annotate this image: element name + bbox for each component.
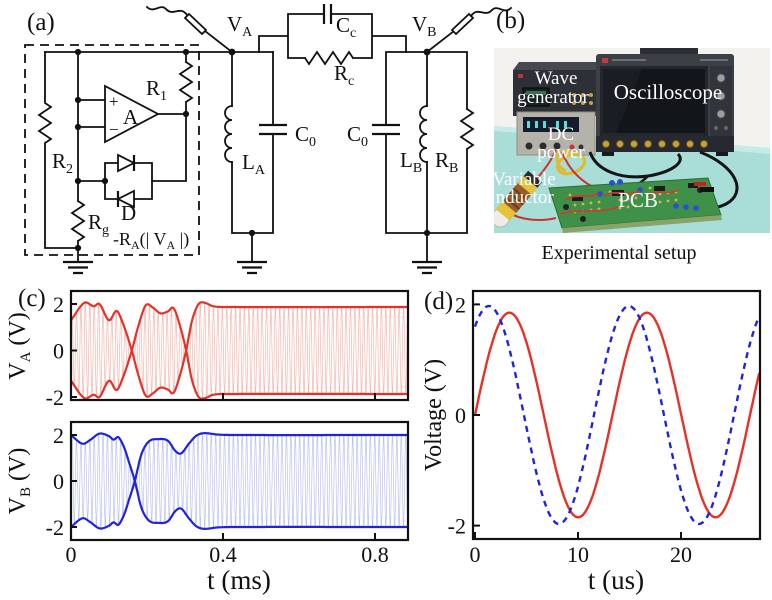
circuit-diagram: (a) <box>24 4 513 275</box>
waveform-panel: (d) 20-20 10 20 Voltage (V) t (us) <box>421 288 762 595</box>
panel-c-label: (c) <box>18 285 46 312</box>
d-x-axis-label: t (us) <box>588 565 644 595</box>
diode-icon <box>117 153 137 173</box>
label-va: VA <box>227 12 253 40</box>
panel-b-label: (b) <box>496 7 525 34</box>
va-axis-label: VA (V) <box>5 312 34 380</box>
svg-text:-2: -2 <box>46 385 64 410</box>
label-variable-inductor: Variable <box>492 169 555 190</box>
svg-text:10: 10 <box>567 542 589 567</box>
resistor-r1 <box>151 51 194 182</box>
timeseries-panel: (c) 20-220-20 0.4 0.8 VA (V) VB (V) t (ms) <box>5 285 410 595</box>
va-waveform <box>71 301 408 400</box>
resistor-r2 <box>37 51 79 249</box>
d-axes-ticks: 20-20 10 20 <box>448 292 692 567</box>
c-x-axis-label: t (ms) <box>207 565 271 595</box>
d-y-axis-label: Voltage (V) <box>421 359 447 471</box>
coupling-network-wires <box>258 13 407 66</box>
svg-text:0: 0 <box>53 339 64 364</box>
label-cc: Cc <box>336 13 356 41</box>
svg-text:0: 0 <box>470 542 481 567</box>
diode-pair-wires <box>77 162 153 200</box>
label-variable-inductor-2: inductor <box>490 187 554 208</box>
d-plot-frame <box>471 289 762 541</box>
panel-a-label: (a) <box>27 9 55 36</box>
label-c0-b: C0 <box>347 122 368 150</box>
junction-dots <box>74 48 431 252</box>
svg-text:2: 2 <box>53 423 64 448</box>
c-axes-ticks: 20-220-20 0.4 0.8 <box>46 292 389 567</box>
pcb-red-jumpers <box>559 189 679 215</box>
label-rg: Rg <box>88 210 109 238</box>
resistor-rg <box>70 51 86 263</box>
vb-waveform <box>71 432 408 530</box>
probe-vb-icon <box>425 6 513 54</box>
inductor-lb <box>419 105 428 163</box>
label-rb: RB <box>435 148 458 176</box>
capacitor-c0-a <box>259 123 287 136</box>
pcb-board <box>548 177 722 233</box>
probe-va-icon <box>145 5 234 54</box>
label-la: LA <box>242 150 266 178</box>
inductor-la <box>224 105 233 163</box>
label-c0-a: C0 <box>295 122 316 150</box>
tank-a-wires <box>231 51 274 263</box>
pcb-blue-parts <box>597 179 699 211</box>
dc-power-supply <box>516 111 596 156</box>
wire-opamp-inputs <box>77 99 106 128</box>
opamp-triangle <box>104 84 160 144</box>
diode-icon <box>115 189 135 209</box>
wave-generator <box>513 62 603 116</box>
label-diode: D <box>121 201 136 225</box>
label-gain-formula: -RA(| VA |) <box>113 229 189 252</box>
label-wave-generator-2: generator <box>517 87 589 108</box>
svg-text:0: 0 <box>455 403 466 428</box>
opamp-minus: − <box>109 120 119 139</box>
negative-resistance-box <box>24 44 200 256</box>
svg-text:2: 2 <box>53 292 64 317</box>
label-vb: VB <box>412 12 437 40</box>
label-dc-power-2: power <box>537 142 585 163</box>
label-wave-generator: Wave <box>535 68 578 89</box>
variable-inductor <box>494 170 542 228</box>
vb-axis-label: VB (V) <box>5 448 34 515</box>
capacitor-cc <box>322 4 333 24</box>
svg-text:2: 2 <box>455 292 466 317</box>
svg-text:0.4: 0.4 <box>209 542 237 567</box>
svg-text:0: 0 <box>66 542 77 567</box>
svg-text:20: 20 <box>670 542 692 567</box>
photo-caption: Experimental setup <box>542 242 697 264</box>
opamp-plus: + <box>109 92 119 111</box>
svg-text:0.8: 0.8 <box>361 542 389 567</box>
svg-text:-2: -2 <box>448 514 466 539</box>
svg-text:-2: -2 <box>46 515 64 540</box>
experimental-photo: (b) <box>490 7 770 264</box>
svg-text:0: 0 <box>53 469 64 494</box>
label-pcb: PCB <box>618 188 658 212</box>
panel-d-label: (d) <box>424 288 453 315</box>
label-r1: R1 <box>146 76 167 104</box>
pcb-pads <box>568 182 692 214</box>
steady-state-waveforms <box>473 304 760 526</box>
label-opamp: A <box>123 105 139 129</box>
label-dc-power: DC <box>548 124 574 145</box>
ground-icon <box>63 260 442 275</box>
label-rc: Rc <box>334 61 354 89</box>
va-plot-frame <box>69 289 410 402</box>
label-r2: R2 <box>52 149 73 177</box>
label-oscilloscope: Oscilloscope <box>614 80 722 104</box>
oscilloscope <box>596 48 734 156</box>
capacitor-c0-b <box>372 123 400 136</box>
label-lb: LB <box>400 148 422 176</box>
